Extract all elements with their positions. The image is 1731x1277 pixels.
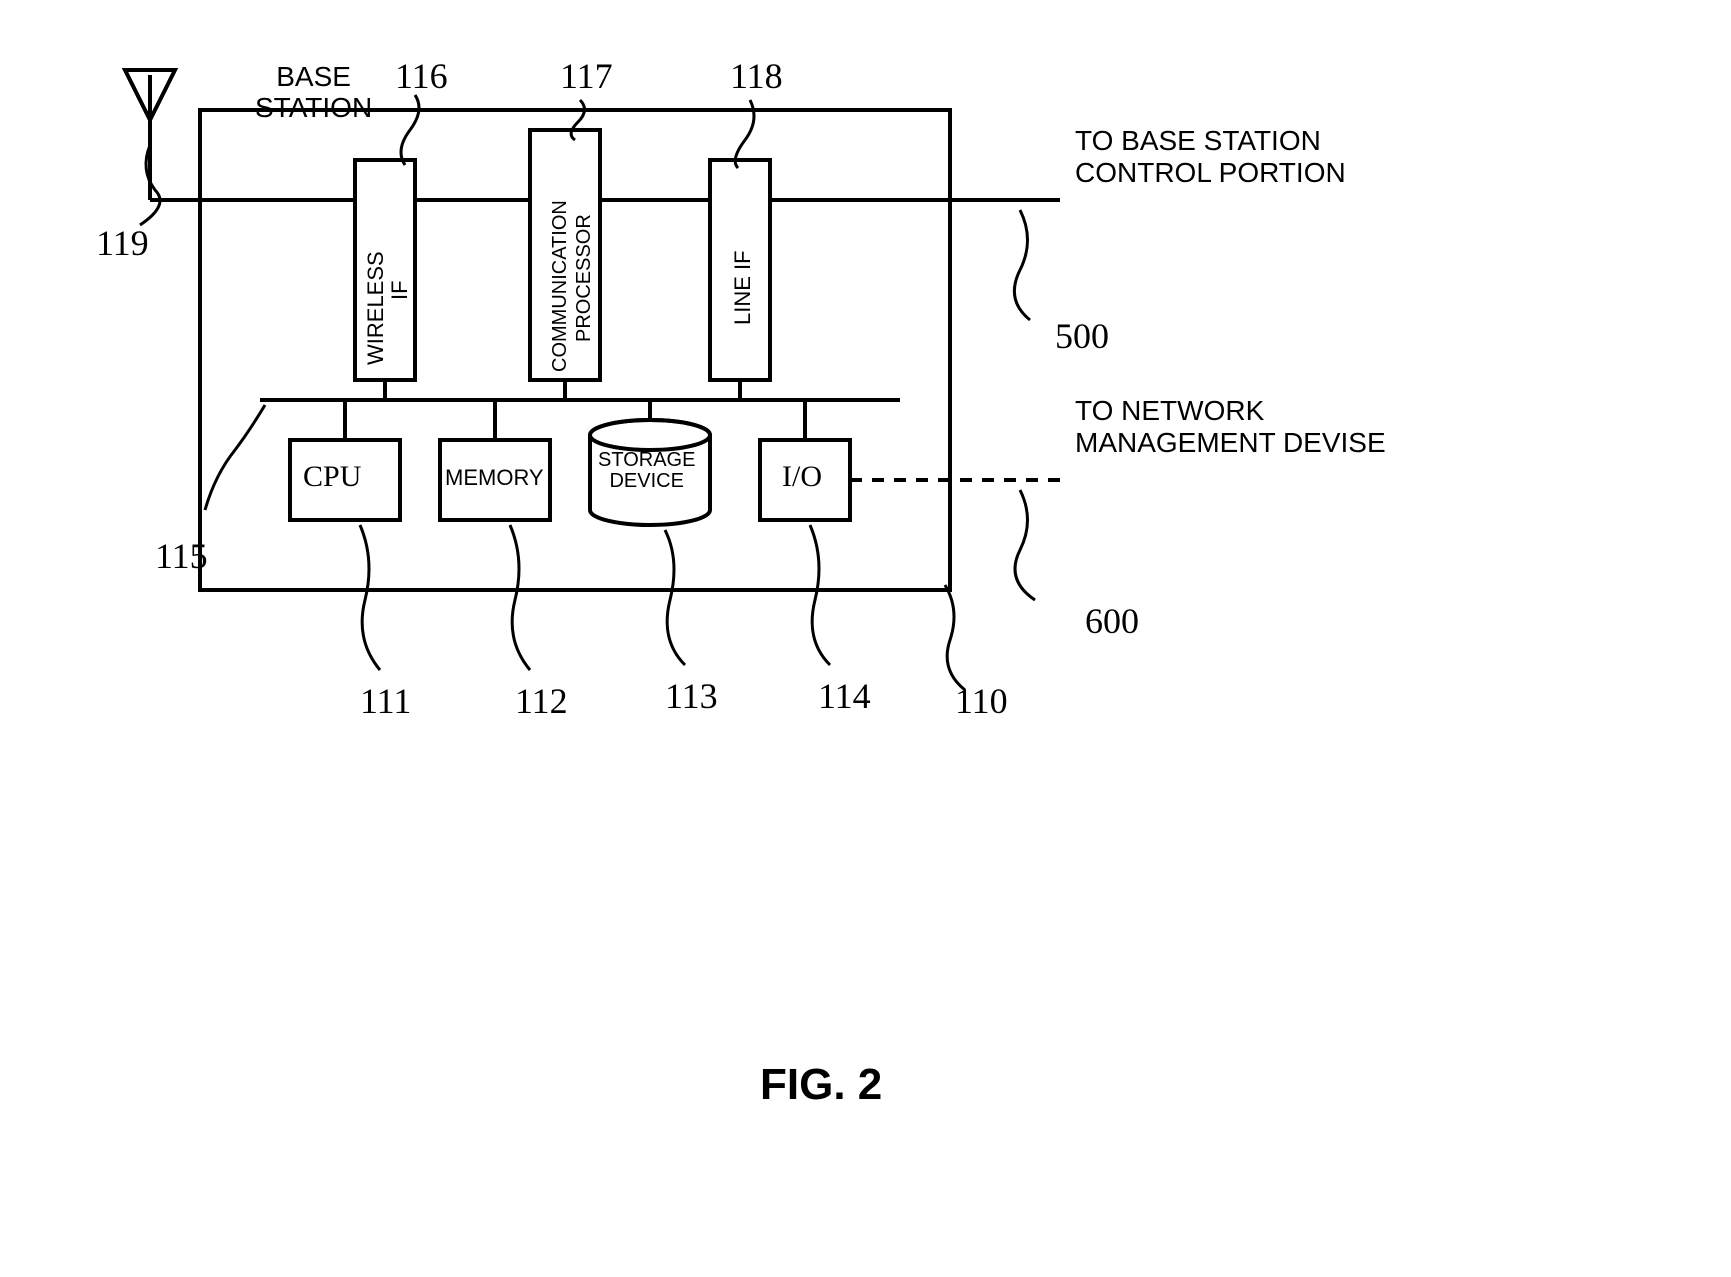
line-if-text: LINE IF xyxy=(730,250,755,325)
base-station-title-text: BASESTATION xyxy=(255,61,372,123)
leader-110 xyxy=(945,585,965,690)
leader-111 xyxy=(360,525,380,670)
leader-114 xyxy=(810,525,830,665)
ref-500: 500 xyxy=(1055,315,1109,357)
storage-text: STORAGEDEVICE xyxy=(598,450,695,492)
ref-115: 115 xyxy=(155,535,208,577)
to-bs-control-label: TO BASE STATIONCONTROL PORTION xyxy=(1075,125,1346,189)
ref-110: 110 xyxy=(955,680,1008,722)
diagram-canvas: WIRELESSIF COMMUNICATIONPROCESSOR LINE I… xyxy=(0,0,1731,1272)
ref-116: 116 xyxy=(395,55,448,97)
leader-600 xyxy=(1015,490,1035,600)
memory-text: MEMORY xyxy=(445,465,544,491)
to-bs-control-text: TO BASE STATIONCONTROL PORTION xyxy=(1075,125,1346,188)
ref-600: 600 xyxy=(1085,600,1139,642)
io-text: I/O xyxy=(782,460,822,494)
figure-caption: FIG. 2 xyxy=(760,1060,882,1110)
ref-113: 113 xyxy=(665,675,718,717)
leader-112 xyxy=(510,525,530,670)
ref-111: 111 xyxy=(360,680,411,722)
leader-500 xyxy=(1014,210,1030,320)
to-network-label: TO NETWORKMANAGEMENT DEVISE xyxy=(1075,395,1386,459)
ref-119: 119 xyxy=(96,222,149,264)
ref-114: 114 xyxy=(818,675,871,717)
storage-text-span: STORAGEDEVICE xyxy=(598,449,695,492)
cpu-text: CPU xyxy=(303,460,361,494)
base-station-title: BASESTATION xyxy=(255,62,372,124)
to-network-text: TO NETWORKMANAGEMENT DEVISE xyxy=(1075,395,1386,458)
ref-118: 118 xyxy=(730,55,783,97)
ref-117: 117 xyxy=(560,55,613,97)
leader-115 xyxy=(205,405,265,510)
leader-116 xyxy=(401,95,419,165)
ref-112: 112 xyxy=(515,680,568,722)
leader-113 xyxy=(665,530,685,665)
